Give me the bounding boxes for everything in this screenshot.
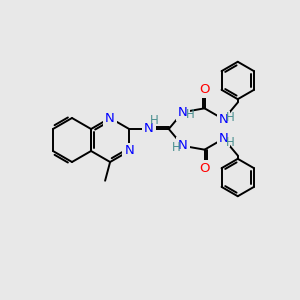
Text: H: H	[185, 108, 194, 121]
Text: O: O	[199, 83, 210, 96]
Text: N: N	[105, 112, 115, 124]
Text: H: H	[150, 115, 158, 128]
Text: O: O	[199, 162, 210, 175]
Text: N: N	[178, 140, 188, 152]
Text: N: N	[219, 113, 229, 126]
Text: H: H	[172, 141, 180, 154]
Text: N: N	[144, 122, 154, 136]
Text: N: N	[178, 106, 188, 118]
Text: N: N	[219, 132, 229, 145]
Text: H: H	[226, 136, 235, 149]
Text: H: H	[226, 111, 235, 124]
Text: N: N	[124, 145, 134, 158]
